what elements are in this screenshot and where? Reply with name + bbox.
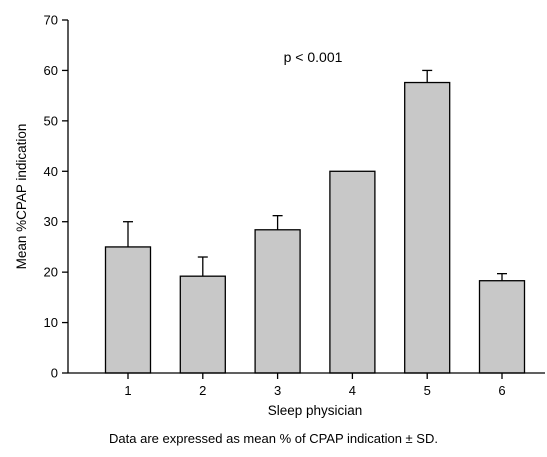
bar-3 xyxy=(254,229,301,374)
bar-6 xyxy=(478,280,526,374)
y-tick-label-40: 40 xyxy=(44,164,58,179)
bar-chart: 0 10 20 30 40 50 60 70 1 2 3 4 5 6 p < 0.001 Sleep ph… xyxy=(14,13,545,418)
x-tick-label-3: 3 xyxy=(274,383,281,398)
y-tick-label-60: 60 xyxy=(44,63,58,78)
bar-5 xyxy=(404,81,451,374)
bar-2 xyxy=(179,275,226,374)
x-tick-label-2: 2 xyxy=(199,383,206,398)
x-tick-label-5: 5 xyxy=(424,383,431,398)
x-tick-label-1: 1 xyxy=(124,383,131,398)
p-value-annotation: p < 0.001 xyxy=(284,49,343,65)
error-bars-group xyxy=(123,69,507,281)
y-axis-label: Mean %CPAP indication xyxy=(14,124,29,270)
y-tick-label-70: 70 xyxy=(44,13,58,28)
y-tick-label-0: 0 xyxy=(51,366,58,381)
x-tick-label-6: 6 xyxy=(498,383,505,398)
y-tick-label-50: 50 xyxy=(44,113,58,128)
axes-group: 0 10 20 30 40 50 60 70 1 2 3 4 5 6 xyxy=(44,13,545,398)
bar-1 xyxy=(104,246,152,374)
bar-4 xyxy=(329,170,376,374)
x-axis-label: Sleep physician xyxy=(268,403,363,418)
bars-group xyxy=(104,81,526,374)
y-tick-label-30: 30 xyxy=(44,214,58,229)
x-tick-label-4: 4 xyxy=(349,383,356,398)
y-tick-label-20: 20 xyxy=(44,265,58,280)
y-tick-label-10: 10 xyxy=(44,315,58,330)
chart-caption: Data are expressed as mean % of CPAP ind… xyxy=(109,431,438,446)
